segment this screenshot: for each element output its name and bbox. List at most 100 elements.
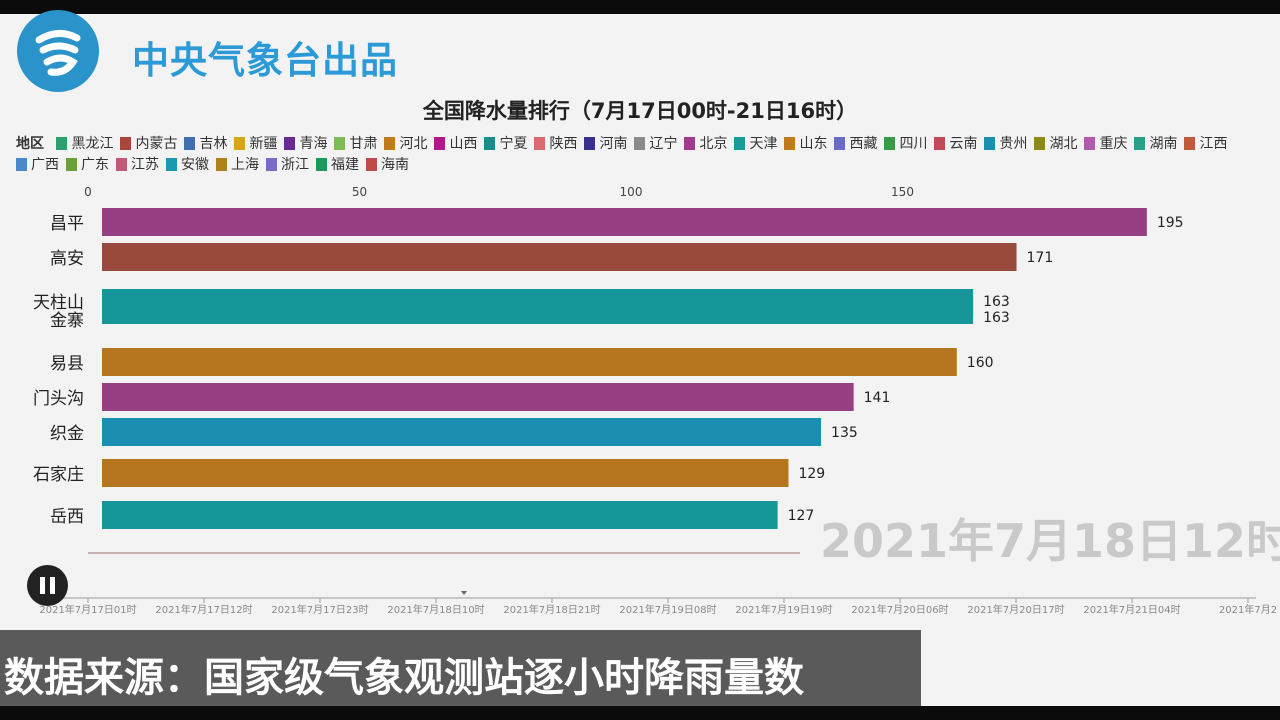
legend-item[interactable]: 河南 (584, 134, 627, 155)
bar (102, 418, 822, 446)
x-tick-label: 50 (352, 185, 367, 199)
legend-item[interactable]: 贵州 (984, 134, 1027, 155)
legend-text: 黑龙江 (71, 136, 114, 152)
legend-item[interactable]: 西藏 (834, 134, 877, 155)
legend-item[interactable]: 山西 (434, 134, 477, 155)
x-tick-label: 0 (84, 185, 92, 199)
legend-item[interactable]: 黑龙江 (56, 134, 113, 155)
legend-text: 青海 (299, 136, 328, 152)
legend-text: 贵州 (999, 136, 1028, 152)
timeline-label: 2021年7月19日19时 (735, 603, 832, 616)
legend-swatch (384, 137, 396, 150)
legend-item[interactable]: 新疆 (234, 134, 277, 155)
legend-text: 福建 (331, 157, 359, 173)
legend-item[interactable]: 青海 (284, 134, 327, 155)
bar-value-label: 171 (1027, 250, 1054, 266)
legend-text: 河北 (399, 136, 428, 152)
legend-swatch (120, 137, 132, 150)
bar-value-label: 195 (1157, 215, 1184, 231)
bar-label: 高安 (50, 249, 84, 269)
legend-item[interactable]: 甘肃 (334, 134, 377, 155)
bar (102, 501, 778, 529)
legend-swatch (484, 137, 496, 150)
legend-item[interactable]: 广东 (66, 155, 109, 176)
legend-item[interactable]: 安徽 (166, 155, 209, 176)
bar (102, 296, 974, 324)
bar-label: 天柱山 (33, 293, 84, 313)
bar-label: 门头沟 (33, 389, 84, 409)
legend-text: 广东 (81, 157, 109, 173)
legend-item[interactable]: 浙江 (266, 155, 309, 176)
legend-item[interactable]: 云南 (934, 134, 977, 155)
timeline-label: 2021年7月20日17时 (967, 603, 1064, 616)
chart-legend: 地区 黑龙江 内蒙古 吉林 新疆 青海 甘肃 河北 山西 宁夏 陕西 河南 辽宁 北京 天津 山东 西藏 四川 云… (16, 134, 1256, 176)
legend-text: 重庆 (1099, 136, 1128, 152)
legend-item[interactable]: 吉林 (184, 134, 227, 155)
legend-item[interactable]: 陕西 (534, 134, 577, 155)
legend-item[interactable]: 天津 (734, 134, 777, 155)
bar (102, 348, 957, 376)
legend-swatch (734, 137, 746, 150)
chart-title: 全国降水量排行（7月17日00时-21日16时） (422, 99, 858, 123)
legend-item[interactable]: 北京 (684, 134, 727, 155)
legend-item[interactable]: 广西 (16, 155, 59, 176)
timeline-label: 2021年7月19日08时 (619, 603, 716, 616)
legend-swatch (934, 137, 946, 150)
bar-label: 昌平 (50, 214, 84, 234)
legend-swatch (116, 158, 127, 171)
legend-swatch (234, 137, 246, 150)
legend-item[interactable]: 山东 (784, 134, 827, 155)
legend-swatch (56, 137, 68, 150)
legend-swatch (166, 158, 177, 171)
legend-item[interactable]: 宁夏 (484, 134, 527, 155)
legend-swatch (984, 137, 996, 150)
bar-value-label: 135 (831, 425, 858, 441)
legend-item[interactable]: 重庆 (1084, 134, 1127, 155)
legend-swatch (366, 158, 377, 171)
legend-text: 江苏 (131, 157, 159, 173)
legend-swatch (534, 137, 546, 150)
bar (102, 208, 1147, 236)
bar-label: 岳西 (50, 507, 84, 527)
legend-item[interactable]: 四川 (884, 134, 927, 155)
legend-item[interactable]: 辽宁 (634, 134, 677, 155)
legend-swatch (1084, 137, 1096, 150)
legend-swatch (284, 137, 296, 150)
brand-title: 中央气象台出品 (132, 39, 398, 82)
legend-item[interactable]: 湖北 (1034, 134, 1077, 155)
legend-item[interactable]: 江苏 (116, 155, 159, 176)
legend-text: 北京 (699, 136, 728, 152)
bar-value-label: 141 (864, 390, 891, 406)
bottom-letterbox (0, 706, 1280, 720)
pause-icon[interactable] (27, 565, 68, 606)
timeline-label: 2021年7月18日10时 (387, 603, 484, 616)
legend-item[interactable]: 福建 (316, 155, 359, 176)
timeline-label: 2021年7月17日12时 (155, 603, 252, 616)
legend-text: 西藏 (849, 136, 878, 152)
legend-item[interactable]: 海南 (366, 155, 409, 176)
bar-value-label: 160 (967, 355, 994, 371)
legend-swatch (266, 158, 277, 171)
legend-text: 吉林 (199, 136, 228, 152)
legend-swatch (834, 137, 846, 150)
legend-text: 陕西 (549, 136, 578, 152)
legend-swatch (584, 137, 596, 150)
legend-item[interactable]: 江西 (1184, 134, 1227, 155)
legend-text: 甘肃 (349, 136, 378, 152)
legend-text: 上海 (231, 157, 259, 173)
legend-item[interactable]: 河北 (384, 134, 427, 155)
legend-text: 宁夏 (499, 136, 528, 152)
bar (102, 383, 854, 411)
legend-text: 湖北 (1049, 136, 1078, 152)
legend-item[interactable]: 湖南 (1134, 134, 1177, 155)
timeline-label: 2021年7月2 (1219, 603, 1277, 616)
legend-item[interactable]: 上海 (216, 155, 259, 176)
legend-item[interactable]: 内蒙古 (120, 134, 177, 155)
bar-label: 织金 (50, 424, 84, 444)
legend-text: 山西 (449, 136, 478, 152)
legend-swatch (216, 158, 227, 171)
caption-banner (0, 630, 921, 706)
legend-swatch (434, 137, 446, 150)
timeline-marker-icon[interactable] (461, 591, 467, 595)
